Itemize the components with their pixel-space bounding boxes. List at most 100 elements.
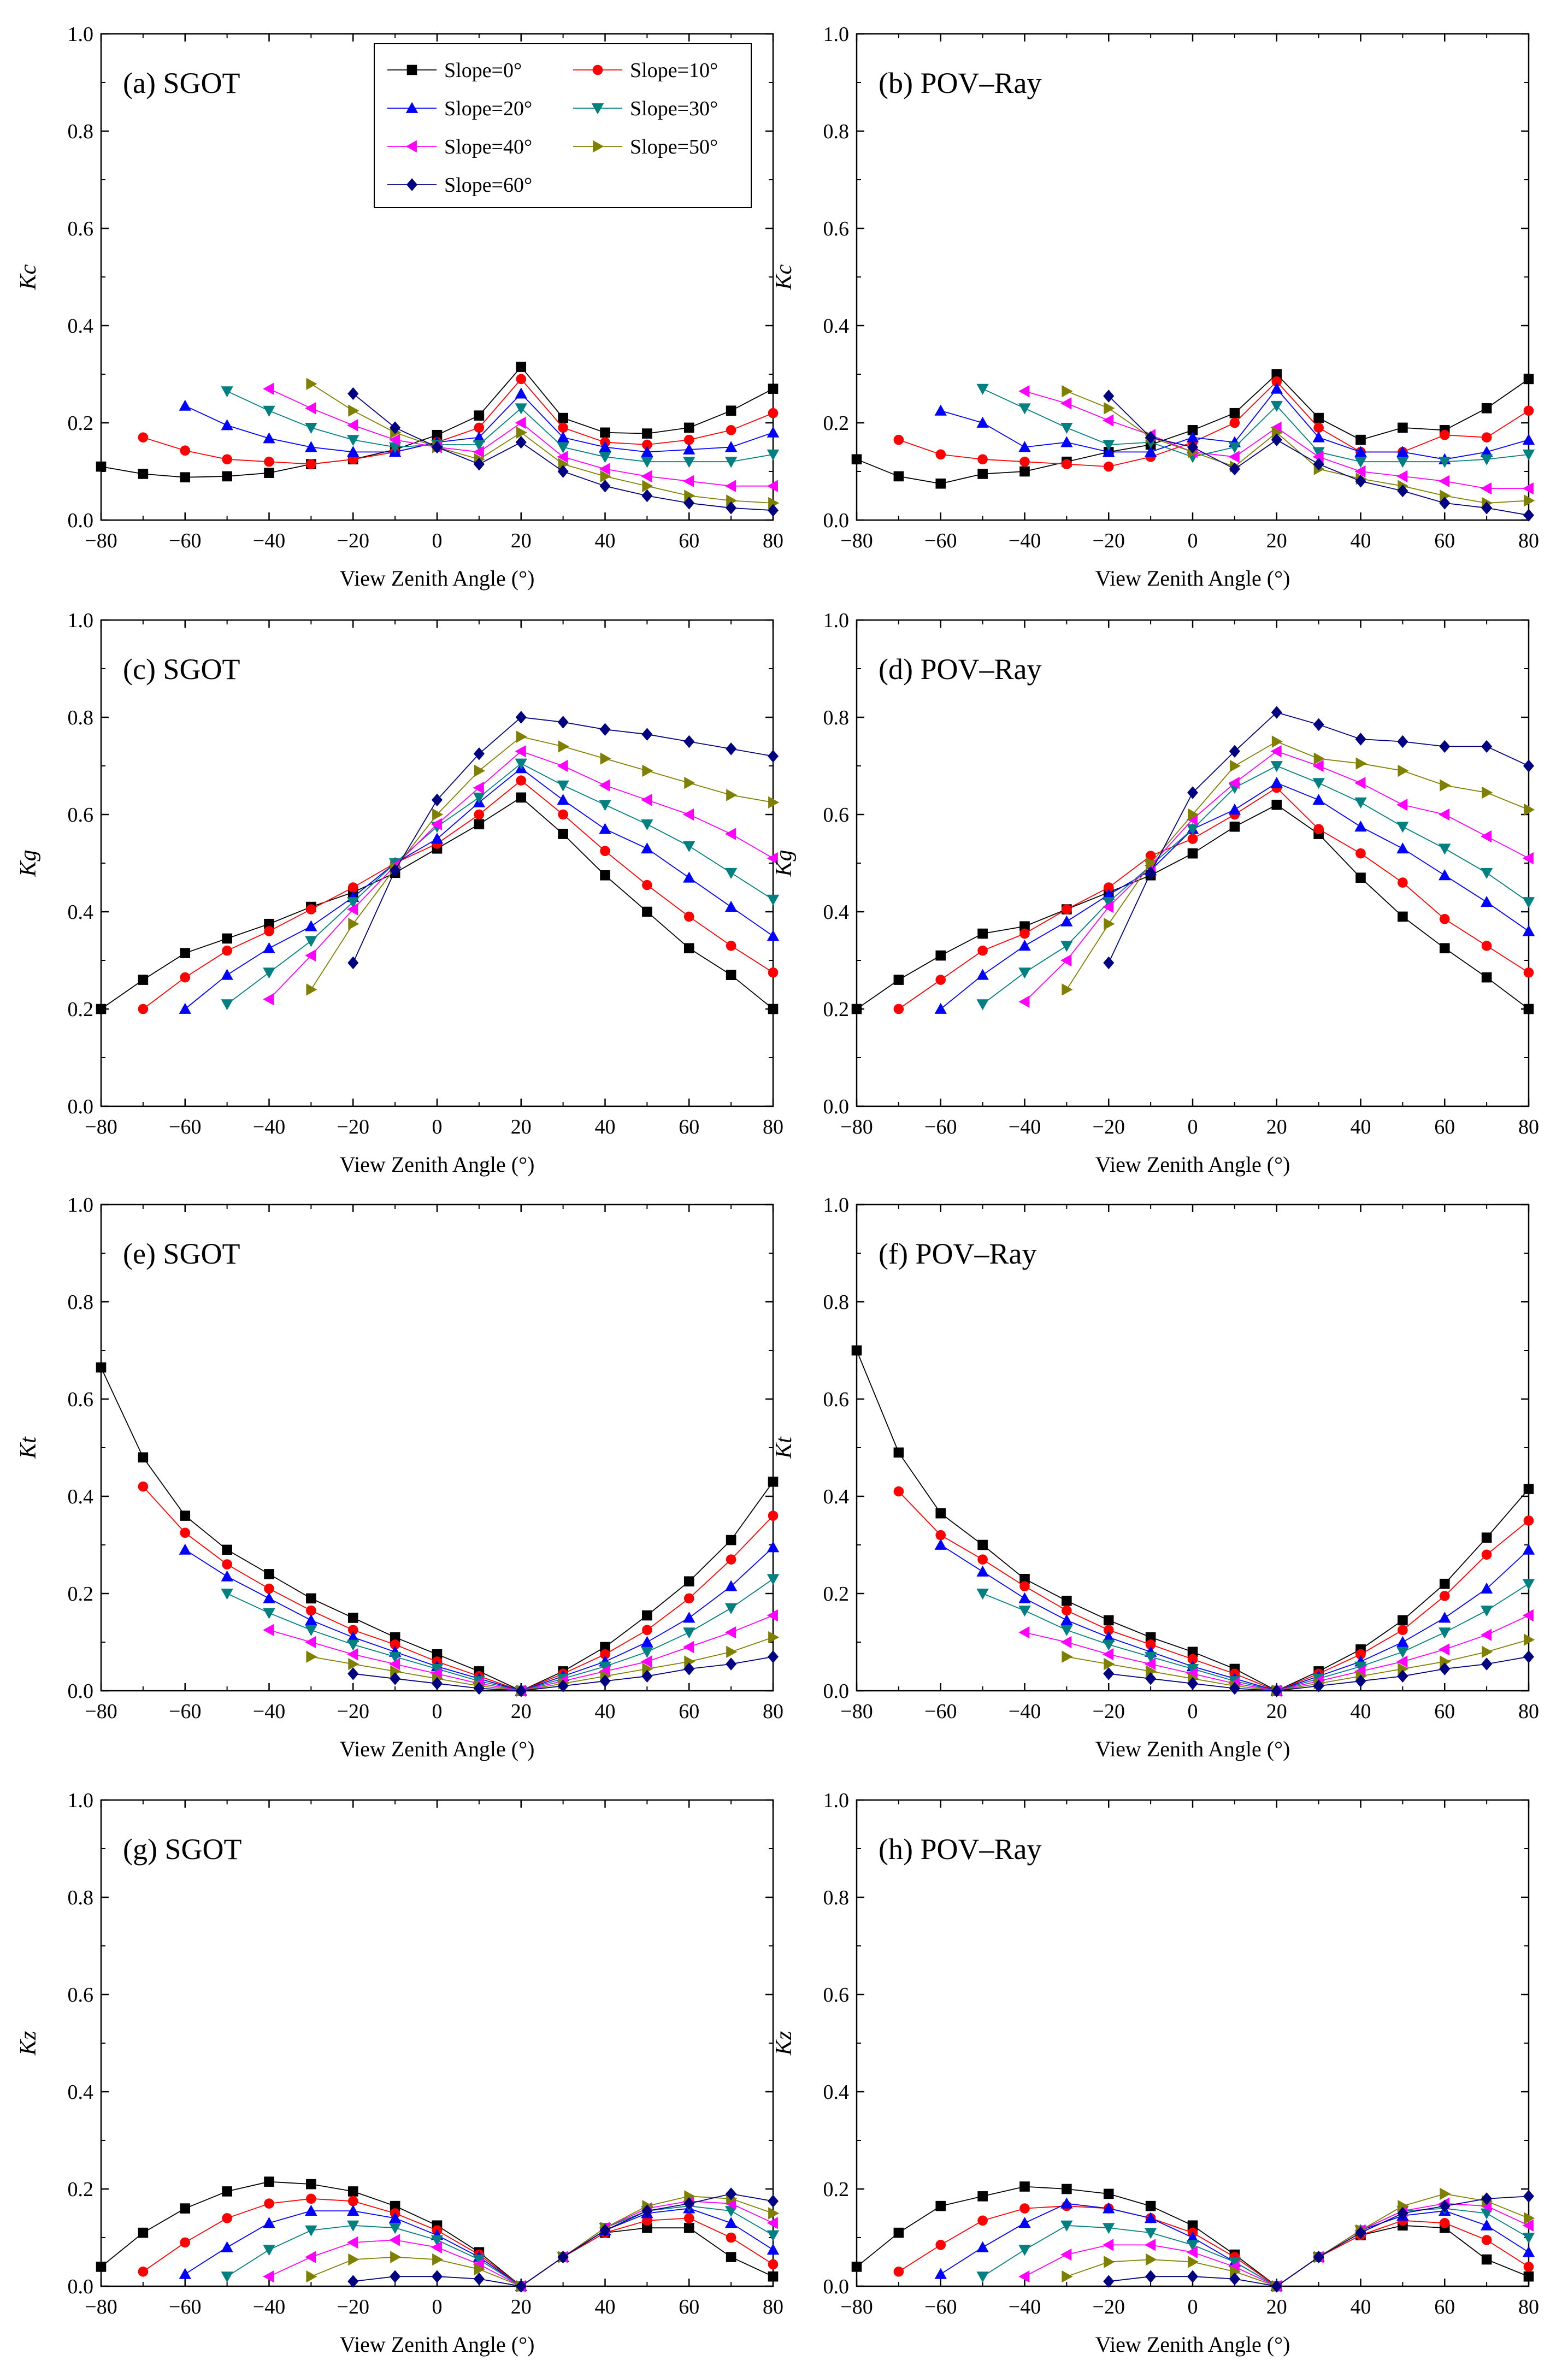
data-point: [641, 1669, 653, 1683]
data-point: [305, 1614, 317, 1625]
series-slope-30-: [976, 1579, 1535, 1697]
x-tick-label: −60: [924, 1116, 957, 1138]
data-point: [683, 434, 694, 445]
data-point: [1103, 390, 1115, 403]
data-point: [1145, 2212, 1157, 2223]
data-point: [1396, 842, 1409, 854]
series-line: [227, 763, 774, 1005]
data-point: [1481, 1606, 1493, 1617]
data-point: [1440, 2187, 1451, 2200]
data-point: [642, 1610, 652, 1621]
data-point: [599, 723, 611, 736]
series-line: [898, 2205, 1529, 2287]
data-point: [1229, 1681, 1240, 1695]
data-point: [893, 975, 904, 985]
series-slope-40-: [1018, 385, 1534, 495]
data-point: [1229, 2272, 1240, 2286]
data-point: [222, 471, 232, 482]
x-tick-label: −40: [1009, 1116, 1041, 1138]
data-point: [305, 2251, 316, 2263]
data-point: [1482, 786, 1493, 799]
data-point: [1522, 897, 1535, 908]
data-point: [474, 764, 485, 777]
data-point: [347, 1648, 358, 1661]
y-tick-label: 0.0: [68, 2275, 94, 2298]
data-point: [347, 2236, 358, 2249]
data-point: [1481, 941, 1492, 951]
data-point: [1313, 1679, 1324, 1692]
data-point: [1439, 429, 1450, 440]
series-line: [1066, 1639, 1529, 1691]
data-point: [558, 809, 568, 820]
data-point: [1397, 484, 1408, 498]
data-point: [263, 2245, 275, 2256]
chart-panel-e: 0.0 0.2 0.4 0.6 0.8 1.0 −80 −60 −40 −20 0 20 40 60 80 V…: [16, 1194, 783, 1761]
x-tick-label: 20: [1266, 2296, 1287, 2318]
data-point: [1481, 2219, 1493, 2231]
data-point: [1355, 1649, 1366, 1660]
data-point: [976, 1565, 989, 1577]
series-line: [310, 736, 774, 990]
data-point: [1062, 1605, 1072, 1616]
series-slope-60-: [1103, 1650, 1534, 1697]
x-tick-label: 60: [679, 1116, 699, 1138]
data-point: [390, 2200, 400, 2211]
data-point: [1522, 2233, 1535, 2244]
series-slope-40-: [1018, 2197, 1534, 2293]
x-axis-title: View Zenith Angle (°): [340, 1152, 535, 1177]
data-point: [767, 2230, 780, 2241]
data-point: [851, 1004, 862, 1014]
y-tick-label: 0.6: [68, 217, 94, 240]
legend: Slope=0° Slope=10° Slope=20° Slope=30° Slope…: [374, 43, 752, 208]
data-point: [641, 1655, 652, 1668]
series-slope-60-: [347, 387, 779, 517]
data-point: [1439, 943, 1450, 954]
data-point: [1145, 431, 1157, 444]
data-point: [1523, 2271, 1534, 2282]
data-point: [1145, 2270, 1157, 2283]
data-point: [557, 2250, 569, 2264]
data-point: [516, 374, 527, 385]
data-point: [473, 2255, 485, 2266]
data-point: [726, 405, 736, 416]
data-point: [305, 441, 317, 452]
data-point: [768, 383, 779, 394]
x-tick-label: −60: [169, 1700, 201, 1723]
data-point: [1018, 967, 1031, 979]
series-slope-20-: [934, 382, 1535, 464]
data-point: [935, 2240, 946, 2250]
y-tick-label: 0.0: [68, 509, 94, 532]
data-point: [1523, 2262, 1534, 2272]
data-point: [306, 904, 316, 914]
data-point: [683, 2197, 695, 2210]
y-tick-label: 1.0: [823, 23, 850, 46]
data-point: [389, 434, 400, 446]
panel-title: (f) POV–Ray: [879, 1237, 1036, 1270]
data-point: [347, 387, 359, 400]
data-point: [1440, 1655, 1451, 1668]
data-point: [1060, 1614, 1073, 1625]
data-point: [683, 943, 694, 954]
data-point: [515, 416, 526, 429]
x-axis-title: View Zenith Angle (°): [340, 1737, 535, 1761]
data-point: [1060, 2220, 1073, 2232]
data-point: [1439, 2199, 1451, 2212]
data-point: [263, 2270, 274, 2283]
chart-panel-d: 0.0 0.2 0.4 0.6 0.8 1.0 −80 −60 −40 −20 0 20 40 60 80 V…: [771, 609, 1539, 1177]
y-axis-title: Kc: [771, 264, 797, 290]
data-point: [305, 402, 316, 415]
data-point: [1522, 449, 1535, 461]
data-point: [1145, 1657, 1156, 1671]
data-point: [1481, 454, 1493, 465]
data-point: [1187, 2220, 1198, 2231]
data-point: [976, 999, 989, 1011]
data-point: [390, 1665, 402, 1678]
data-point: [1187, 1647, 1198, 1657]
data-point: [1523, 759, 1534, 772]
data-point: [1523, 509, 1534, 522]
data-point: [1355, 2226, 1366, 2239]
panel-title: (g) SGOT: [123, 1833, 241, 1866]
series-line: [101, 1367, 774, 1691]
data-point: [1481, 446, 1493, 457]
data-point: [641, 819, 653, 830]
